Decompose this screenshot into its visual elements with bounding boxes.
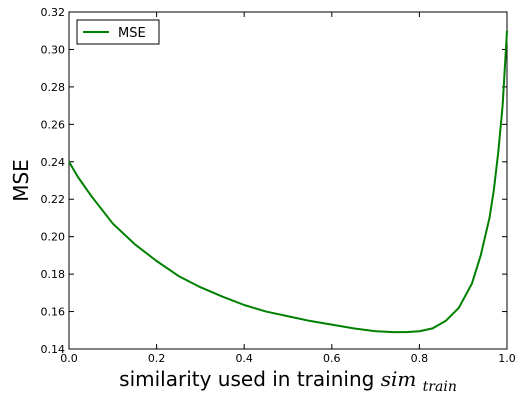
- legend: MSE: [76, 19, 160, 45]
- y-axis-title: MSE: [9, 159, 33, 202]
- x-axis-title: similarity used in training sim train: [119, 367, 457, 395]
- y-tick-label: 0.20: [41, 231, 66, 244]
- x-tick-label: 0.8: [411, 352, 429, 365]
- y-tick-label: 0.28: [41, 81, 66, 94]
- x-axis-title-subscript: train: [423, 379, 457, 395]
- series-line-mse: [68, 30, 508, 334]
- y-tick-label: 0.32: [41, 6, 66, 19]
- ticks-group: 0.0 0.2 0.4 0.6 0.8 1.0 0.14 0.16 0.18 0.20 0.22 0.…: [41, 6, 516, 365]
- x-tick-label: 1.0: [498, 352, 516, 365]
- y-tick-label: 0.22: [41, 193, 66, 206]
- x-tick-label: 0.0: [60, 352, 78, 365]
- x-tick-label: 0.4: [235, 352, 253, 365]
- y-tick-label: 0.24: [41, 156, 66, 169]
- series-group: [68, 30, 508, 334]
- plot-frame: [68, 11, 508, 350]
- y-tick-label: 0.30: [41, 43, 66, 56]
- y-tick-label: 0.16: [41, 306, 66, 319]
- x-tick-label: 0.6: [323, 352, 341, 365]
- y-tick-label: 0.18: [41, 268, 66, 281]
- y-tick-label: 0.26: [41, 118, 66, 131]
- legend-label-mse: MSE: [118, 26, 146, 41]
- x-axis-title-main: similarity used in training: [119, 367, 374, 391]
- y-tick-label: 0.14: [41, 343, 66, 356]
- x-axis-title-symbol: sim: [381, 367, 417, 391]
- x-tick-label: 0.2: [148, 352, 166, 365]
